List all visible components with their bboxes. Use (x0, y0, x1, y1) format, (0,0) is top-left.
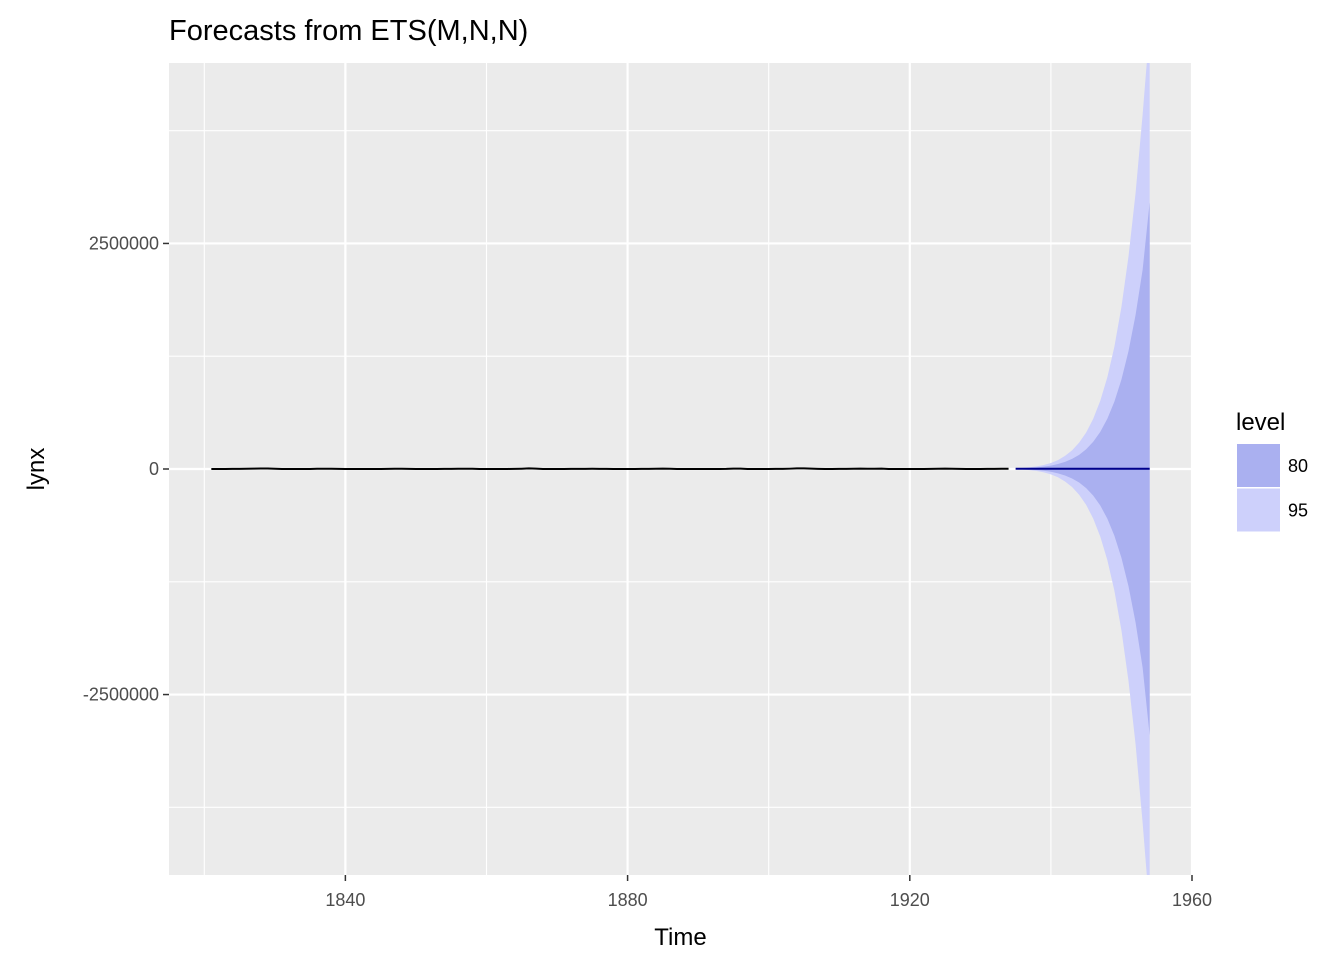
legend-label-95: 95 (1288, 501, 1308, 521)
series-lines (211, 467, 1150, 470)
legend-key-95 (1237, 488, 1280, 532)
x-tick-label: 1920 (890, 890, 930, 910)
x-tick-label: 1960 (1172, 890, 1212, 910)
y-axis: -2500000 0 2500000 (83, 233, 169, 705)
chart-title: Forecasts from ETS(M,N,N) (169, 15, 528, 47)
x-axis-title: Time (654, 924, 706, 951)
legend-label-80: 80 (1288, 456, 1308, 476)
x-tick-label: 1840 (325, 890, 365, 910)
x-axis: 1840 1880 1920 1960 (325, 875, 1212, 910)
legend-title: level (1236, 409, 1285, 436)
y-axis-title: lynx (23, 448, 50, 491)
legend-key-80 (1237, 444, 1280, 487)
x-tick-label: 1880 (608, 890, 648, 910)
y-tick-label: -2500000 (83, 685, 159, 705)
history-line (211, 467, 1009, 470)
y-tick-label: 0 (149, 459, 159, 479)
y-tick-label: 2500000 (89, 233, 159, 253)
legend: level 80 95 (1236, 409, 1308, 532)
